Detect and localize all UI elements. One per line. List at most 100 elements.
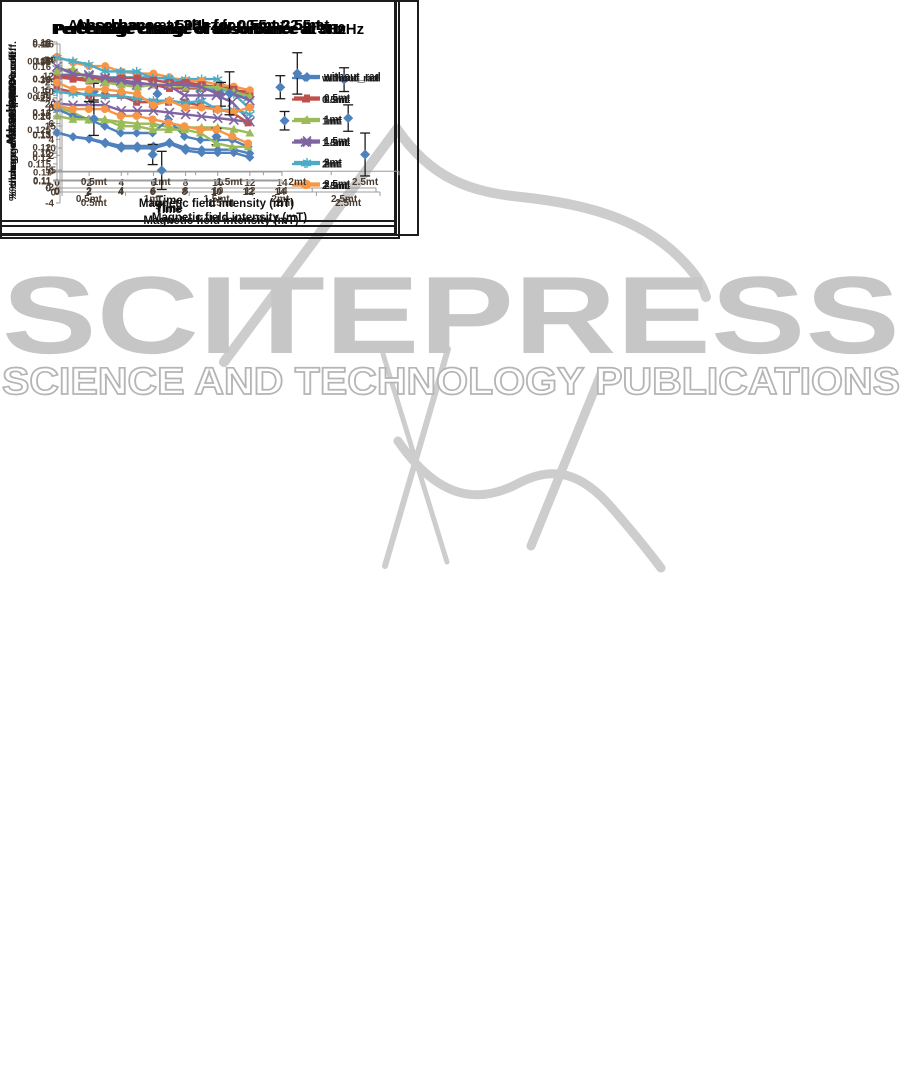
chart-title: Absorbance at 500hz for 0.5mt-2.5mt [68,17,330,34]
svg-text:30: 30 [45,56,57,67]
category-label: 2.5mt [335,198,362,209]
svg-text:8: 8 [48,103,54,114]
svg-text:20: 20 [40,112,52,123]
x-axis-label: Time [155,204,182,216]
svg-text:0.16: 0.16 [33,75,52,86]
category-label: 0.5mt [81,177,108,188]
svg-text:0.11: 0.11 [33,176,52,187]
svg-text:0.125: 0.125 [27,125,51,136]
svg-text:12: 12 [243,187,255,198]
legend-label: 1.5mt [322,138,349,149]
chart-pct-change-500hz: Percentage change of absorbance at 500Hz… [0,0,419,236]
chart-title: Percentage change of absorbance at 500Hz [55,21,364,38]
legend-label: without_rad [323,74,381,85]
svg-text:10: 10 [45,144,57,155]
axes: 0.110.1150.120.1250.130.1350.140.1450.15… [27,40,286,199]
category-label: 1mt [144,194,162,205]
legend-label: 2mt [324,160,342,171]
svg-text:14: 14 [276,186,288,197]
watermark-swoosh-graphic [219,124,711,573]
svg-text:0.15: 0.15 [33,93,52,104]
legend-label: without_rad [323,72,381,83]
svg-text:6: 6 [151,186,157,197]
svg-text:15: 15 [40,130,52,141]
svg-text:0.11: 0.11 [33,168,52,179]
x-axis-label: Time [156,203,183,215]
legend-label: 2.5mt [324,181,351,192]
svg-text:4: 4 [118,187,124,198]
category-label: 0.5mt [81,198,108,209]
svg-text:0.15: 0.15 [33,85,52,96]
svg-text:8: 8 [182,187,188,198]
svg-text:0.18: 0.18 [33,38,52,49]
legend-label: 1.5mt [324,138,351,149]
x-axis-label: Magnetic field intensity (mT) [152,212,307,224]
x-axis-label: Time [156,195,183,207]
svg-text:10: 10 [211,187,223,198]
category-label: 2.5mt [331,194,358,205]
legend-label: wIthout_rad [321,74,379,85]
svg-text:16: 16 [43,40,55,51]
category-label: 1.5mt [203,194,230,205]
svg-text:0.17: 0.17 [33,56,52,67]
svg-text:2: 2 [48,151,54,162]
chart-title: Percentage change of absorbance at 8Hz [54,21,347,38]
chart-title: Percentage change of absorbance at 3Hz [52,21,345,38]
legend-label: 2.5mt [324,179,351,190]
series-2.5mt [53,101,253,148]
svg-text:0.13: 0.13 [33,130,52,141]
y-axis-label: % change of absorption coeff. [7,51,19,201]
svg-text:6: 6 [150,187,156,198]
svg-text:15: 15 [45,122,57,133]
svg-text:35: 35 [40,58,52,69]
svg-text:0.17: 0.17 [33,40,52,51]
svg-text:0.12: 0.12 [33,142,52,153]
series-2.5mt [53,78,254,116]
swoosh-right-curve [392,124,711,302]
swoosh-left-leg [219,124,402,367]
legend-label: 2.5mt [322,181,349,192]
y-axis-label: % change of absorption coeff. [7,41,19,191]
series-1mt [52,111,253,151]
legend-label: 0.5mt [324,93,351,104]
legend-label: 2mt [322,160,340,171]
svg-text:-2: -2 [45,183,54,194]
svg-text:12: 12 [244,186,256,197]
category-label: 2mt [271,194,289,205]
y-axis-label: % change of absorption coeff. [7,48,19,198]
legend-label: 1mt [322,117,340,128]
svg-text:2: 2 [86,187,92,198]
svg-text:2: 2 [86,186,92,197]
y-axis-label: Absorbance [6,74,18,140]
category-label: 0.5mt [76,194,103,205]
legend-label: 1mt [324,115,342,126]
category-label: 2mt [276,198,294,209]
svg-text:25: 25 [45,78,57,89]
svg-text:0: 0 [45,184,51,195]
svg-text:14: 14 [274,187,286,198]
svg-text:10: 10 [212,186,224,197]
svg-text:30: 30 [40,76,52,87]
series-without_rad [52,127,255,162]
legend-label: 0.5mt [322,95,349,106]
svg-text:40: 40 [40,40,52,51]
svg-text:4: 4 [119,186,125,197]
svg-text:12: 12 [43,71,55,82]
svg-text:10: 10 [43,87,55,98]
legend-label: 1.5mt [324,136,351,147]
svg-text:0.13: 0.13 [33,108,52,119]
absorbance-8hz-plot: Absorbance at 8hz for 0.5mt-2.5mt0.110.1… [6,17,381,215]
legend-label: 2mt [324,158,342,169]
watermark-wordmark: SCITEPRESS [2,254,900,377]
svg-text:4: 4 [48,135,54,146]
svg-text:0.14: 0.14 [33,112,52,123]
pct-500hz-plot: Percentage change of absorbance at 500Hz… [7,21,400,224]
chart-title: Absorbance at 8hz for 0.5mt-2.5mt [75,17,320,34]
category-label: 2mt [288,177,306,188]
svg-text:0.14: 0.14 [33,74,52,85]
legend: without_rad 0.5mt 1mt 1.5mt 2mt 2.5mt [294,74,381,192]
